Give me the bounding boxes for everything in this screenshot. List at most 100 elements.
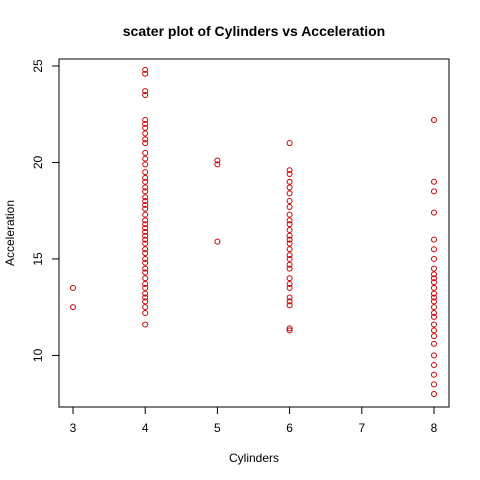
data-point <box>142 169 149 176</box>
data-point <box>286 171 293 178</box>
y-axis-label: Acceleration <box>3 200 17 266</box>
data-point <box>286 246 293 253</box>
data-point <box>142 228 149 235</box>
data-point <box>142 140 149 147</box>
data-point <box>142 66 149 73</box>
data-point <box>142 225 149 232</box>
data-point <box>286 167 293 174</box>
data-point <box>286 327 293 334</box>
data-point <box>142 184 149 191</box>
data-point <box>286 265 293 272</box>
data-point <box>142 240 149 247</box>
data-point <box>286 227 293 233</box>
data-point <box>286 252 293 259</box>
data-point <box>214 157 221 164</box>
data-point <box>431 381 437 388</box>
data-point <box>142 70 149 77</box>
y-axis: 10 15 20 25 <box>31 59 60 362</box>
data-point <box>142 281 149 288</box>
data-point <box>431 352 437 359</box>
data-point <box>431 309 437 316</box>
data-point <box>431 321 437 328</box>
data-point <box>142 174 149 181</box>
data-point <box>286 284 293 291</box>
data-point <box>286 178 293 185</box>
data-point <box>142 236 149 243</box>
data-point <box>286 281 293 288</box>
data-point <box>431 265 437 272</box>
data-point <box>142 304 149 311</box>
x-tick-label: 3 <box>70 421 77 435</box>
data-point <box>431 284 437 291</box>
chart-title: scater plot of Cylinders vs Acceleration <box>123 23 385 39</box>
y-tick-label: 15 <box>31 252 45 266</box>
data-point <box>431 246 437 253</box>
data-point <box>286 221 293 228</box>
data-point <box>286 190 293 197</box>
data-point <box>286 255 293 262</box>
data-point <box>286 261 293 268</box>
data-point <box>286 198 293 205</box>
data-point <box>142 309 149 316</box>
data-point <box>431 333 437 340</box>
x-axis-label: Cylinders <box>229 451 279 465</box>
data-point <box>286 232 293 239</box>
data-point <box>431 275 437 282</box>
x-tick-label: 8 <box>431 421 438 435</box>
y-tick-label: 10 <box>31 348 45 362</box>
data-point <box>142 246 149 253</box>
data-point <box>431 279 437 286</box>
data-point <box>142 155 149 162</box>
data-point <box>431 290 437 297</box>
x-axis: 3 4 5 6 7 8 <box>70 406 438 435</box>
data-point <box>286 203 293 210</box>
data-point <box>431 178 437 185</box>
data-point <box>142 298 149 305</box>
data-point <box>431 271 437 278</box>
y-tick-label: 25 <box>31 59 45 73</box>
data-point <box>214 238 221 245</box>
data-point <box>142 250 149 257</box>
data-point <box>286 240 293 247</box>
data-point <box>286 217 293 224</box>
x-tick-label: 7 <box>358 421 365 435</box>
data-point <box>431 391 437 397</box>
data-point <box>142 211 149 218</box>
data-point <box>142 194 149 201</box>
data-point <box>286 325 293 332</box>
data-point <box>431 362 437 369</box>
data-point <box>142 269 149 276</box>
data-point <box>142 290 149 297</box>
data-point <box>142 284 149 291</box>
data-point <box>286 294 293 301</box>
data-point <box>142 265 149 272</box>
data-points <box>70 66 437 397</box>
x-tick-label: 4 <box>142 421 149 435</box>
plot-frame <box>58 58 450 408</box>
data-point <box>286 184 293 191</box>
data-point <box>142 178 149 185</box>
data-point <box>142 124 149 131</box>
data-point <box>286 211 293 218</box>
y-tick-label: 20 <box>31 155 45 169</box>
data-point <box>142 321 149 328</box>
data-point <box>142 255 149 262</box>
x-tick-label: 6 <box>286 421 293 435</box>
data-point <box>431 304 437 311</box>
data-point <box>70 304 76 311</box>
data-point <box>431 117 437 124</box>
data-point <box>142 232 149 239</box>
data-point <box>431 236 437 243</box>
data-point <box>142 259 149 266</box>
data-point <box>142 130 149 137</box>
data-point <box>142 120 149 127</box>
data-point <box>142 136 149 143</box>
data-point <box>286 298 293 305</box>
data-point <box>142 198 149 205</box>
data-point <box>431 371 437 378</box>
data-point <box>142 294 149 301</box>
data-point <box>142 88 149 95</box>
data-point <box>286 275 293 282</box>
